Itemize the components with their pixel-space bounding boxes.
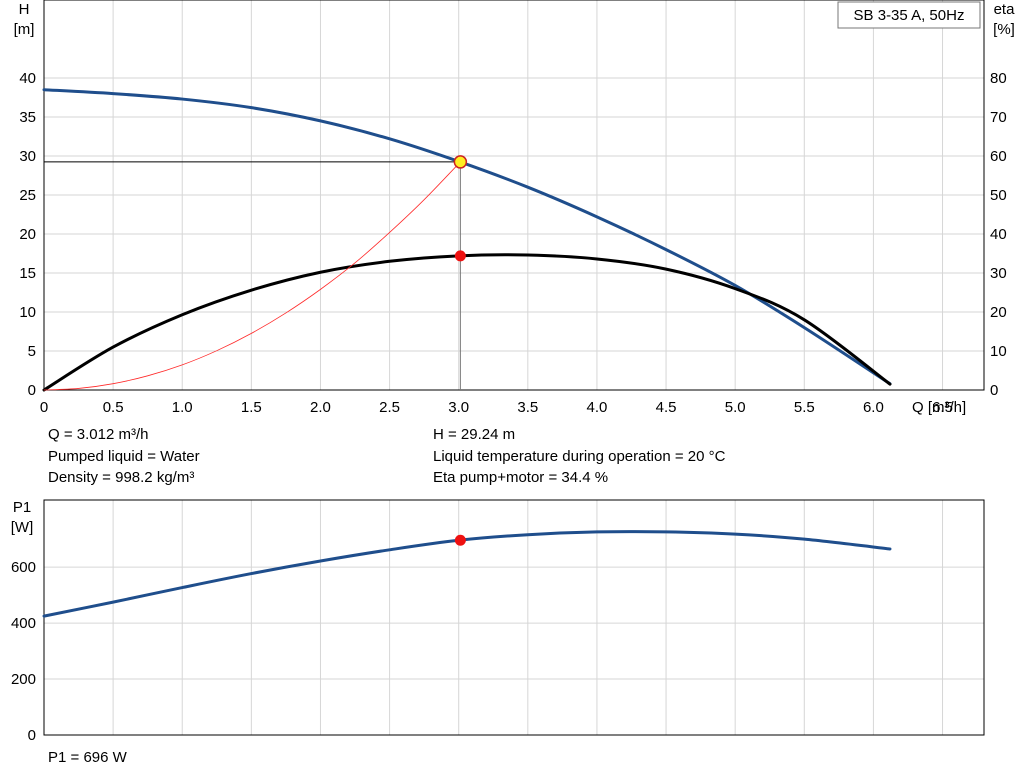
power-operating-point — [454, 534, 466, 546]
h-tick-label: 25 — [19, 187, 36, 204]
h-tick-label: 15 — [19, 265, 36, 282]
p1-tick-label: 200 — [11, 671, 36, 688]
h-axis-unit: [m] — [14, 21, 35, 38]
info-eta: Eta pump+motor = 34.4 % — [433, 469, 608, 486]
h-tick-label: 10 — [19, 304, 36, 321]
eta-tick-label: 30 — [990, 265, 1007, 282]
q-tick-label: 3.0 — [448, 399, 469, 416]
eta-tick-label: 50 — [990, 187, 1007, 204]
eta-tick-label: 60 — [990, 148, 1007, 165]
info-density: Density = 998.2 kg/m³ — [48, 469, 194, 486]
head-curve — [42, 88, 892, 386]
power-panel: 0 200 400 600 P1 [W] P1 = 696 W — [11, 499, 985, 766]
info-p1: P1 = 696 W — [48, 749, 128, 766]
info-temp: Liquid temperature during operation = 20… — [433, 448, 726, 465]
info-q: Q = 3.012 m³/h — [48, 426, 148, 443]
head-efficiency-panel: 0 0.5 1.0 1.5 2.0 2.5 3.0 3.5 4.0 4.5 5.0 5.5 6.0 6.5… — [14, 0, 1016, 416]
q-tick-label: 1.0 — [172, 399, 193, 416]
p1-axis-label: P1 — [13, 499, 31, 516]
efficiency-curve — [42, 253, 892, 392]
eta-tick-label: 40 — [990, 226, 1007, 243]
p1-axis-unit: [W] — [11, 519, 34, 536]
efficiency-operating-point — [454, 250, 466, 262]
h-tick-label: 0 — [28, 382, 36, 399]
q-tick-label: 0.5 — [103, 399, 124, 416]
q-tick-label: 1.5 — [241, 399, 262, 416]
head-operating-point — [453, 155, 468, 169]
q-tick-label: 4.5 — [656, 399, 677, 416]
eta-axis-label: eta — [994, 1, 1016, 18]
power-curve — [42, 530, 892, 618]
system-curve — [43, 161, 461, 391]
h-tick-label: 20 — [19, 226, 36, 243]
p1-tick-label: 0 — [28, 727, 36, 744]
legend-label: SB 3-35 A, 50Hz — [854, 7, 965, 24]
q-tick-label: 6.5 — [932, 399, 953, 416]
top-plot-frame — [43, 0, 985, 391]
q-tick-label: 4.0 — [587, 399, 608, 416]
eta-tick-label: 10 — [990, 343, 1007, 360]
eta-tick-label: 70 — [990, 109, 1007, 126]
q-axis-label: Q [m³/h] — [912, 399, 966, 416]
operating-info: Q = 3.012 m³/h H = 29.24 m Pumped liquid… — [48, 426, 726, 486]
q-tick-label: 3.5 — [517, 399, 538, 416]
q-tick-label: 5.5 — [794, 399, 815, 416]
info-h: H = 29.24 m — [433, 426, 515, 443]
q-tick-label: 5.0 — [725, 399, 746, 416]
p1-tick-label: 600 — [11, 559, 36, 576]
h-tick-label: 30 — [19, 148, 36, 165]
p1-tick-label: 400 — [11, 615, 36, 632]
h-tick-label: 5 — [28, 343, 36, 360]
q-tick-label: 2.0 — [310, 399, 331, 416]
eta-tick-label: 80 — [990, 70, 1007, 87]
eta-tick-label: 0 — [990, 382, 998, 399]
eta-tick-label: 20 — [990, 304, 1007, 321]
legend-box: SB 3-35 A, 50Hz — [837, 1, 981, 29]
h-axis-label: H — [19, 1, 30, 18]
q-tick-label: 2.5 — [379, 399, 400, 416]
q-tick-label: 6.0 — [863, 399, 884, 416]
q-tick-label: 0 — [40, 399, 48, 416]
info-liquid: Pumped liquid = Water — [48, 448, 200, 465]
eta-axis-unit: [%] — [993, 21, 1015, 38]
h-tick-label: 40 — [19, 70, 36, 87]
h-tick-label: 35 — [19, 109, 36, 126]
